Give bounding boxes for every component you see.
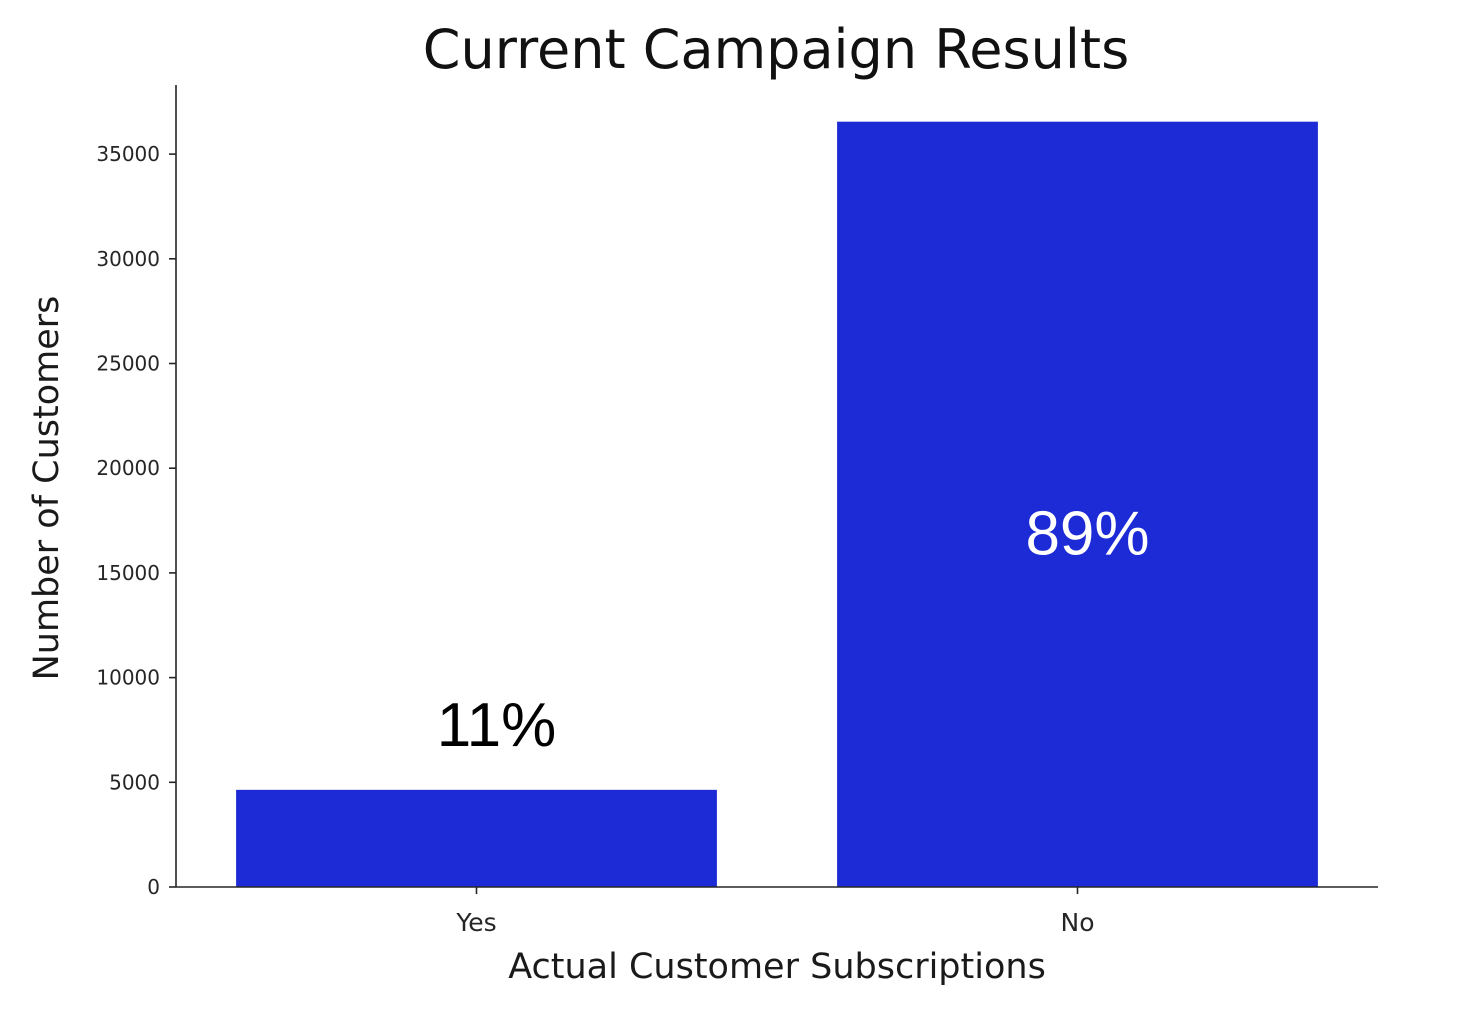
y-tick-label: 0 (147, 875, 160, 899)
x-tick-label: No (1061, 908, 1095, 937)
y-tick-label: 25000 (96, 352, 160, 376)
y-tick-label: 5000 (109, 770, 160, 794)
y-axis-ticks: 0 5000 10000 15000 20000 25000 30000 35000 (96, 142, 176, 899)
y-tick-label: 30000 (96, 247, 160, 271)
x-tick-label: Yes (455, 908, 496, 937)
data-labels: 11% 89% (437, 500, 1150, 760)
y-tick-label: 35000 (96, 142, 160, 166)
x-axis-title: Actual Customer Subscriptions (508, 947, 1046, 987)
bar-yes (236, 789, 717, 887)
bar-no (837, 121, 1318, 888)
x-axis-ticks: Yes No (455, 887, 1095, 937)
data-label: 11% (437, 691, 557, 760)
y-tick-label: 10000 (96, 666, 160, 690)
y-tick-label: 15000 (96, 561, 160, 585)
data-label: 89% (1025, 500, 1149, 569)
chart-title: Current Campaign Results (423, 18, 1129, 81)
y-tick-label: 20000 (96, 456, 160, 480)
y-axis-title: Number of Customers (27, 296, 67, 681)
bars (236, 121, 1318, 888)
